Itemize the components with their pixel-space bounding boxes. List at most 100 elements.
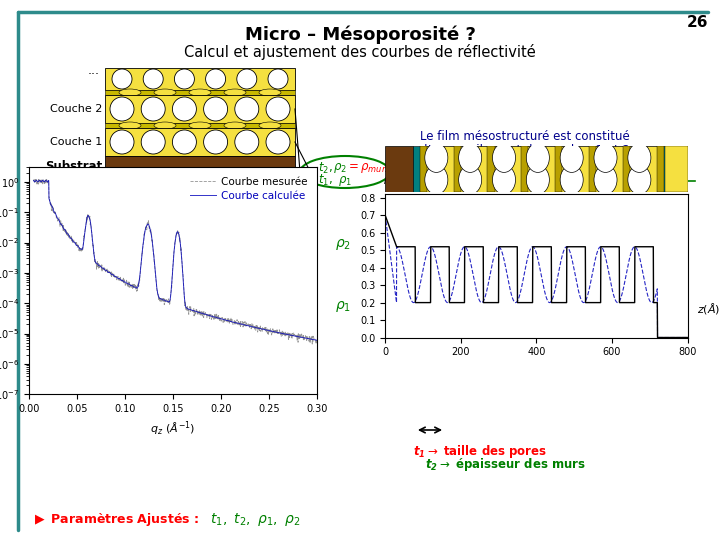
Text: Micro – Mésoporosité ?: Micro – Mésoporosité ? (245, 26, 475, 44)
Courbe calculée (187, 307, 196, 313)
Text: Le film mésostructuré est constitué: Le film mésostructuré est constitué (420, 130, 630, 143)
Circle shape (174, 69, 194, 89)
Bar (420, 146, 657, 192)
Text: $\bfit{t_1}$$\rightarrow$ taille des pores: $\bfit{t_1}$$\rightarrow$ taille des por… (413, 443, 547, 460)
Courbe mesurée (308, 341, 317, 347)
Text: Couche 1: Couche 1 (50, 137, 102, 147)
Circle shape (425, 143, 448, 172)
Ellipse shape (154, 89, 176, 96)
Circle shape (141, 130, 165, 154)
Text: $t_2,$: $t_2,$ (318, 160, 333, 176)
Text: Couche 2: Couche 2 (50, 104, 102, 114)
Circle shape (206, 69, 225, 89)
Bar (657, 146, 665, 192)
Courbe calculée (127, 282, 135, 289)
Text: ...: ... (88, 64, 100, 78)
Line: Courbe mesurée: Courbe mesurée (34, 179, 322, 344)
X-axis label: $q_z\ (\AA^{-1})$: $q_z\ (\AA^{-1})$ (150, 420, 195, 438)
Bar (105, 95, 295, 123)
Bar (665, 146, 688, 192)
Courbe mesurée (68, 238, 76, 244)
Courbe mesurée (127, 281, 135, 288)
Courbe calculée (181, 301, 189, 308)
Circle shape (526, 165, 549, 194)
Bar (105, 90, 295, 95)
Text: Substrat: Substrat (45, 160, 102, 173)
Courbe calculée (68, 236, 76, 242)
Circle shape (172, 130, 197, 154)
Circle shape (459, 143, 482, 172)
Circle shape (235, 97, 258, 121)
Circle shape (266, 130, 290, 154)
Bar (105, 123, 295, 128)
Courbe calculée (32, 177, 40, 184)
Circle shape (266, 97, 290, 121)
Circle shape (110, 97, 134, 121)
Text: $\rho_1$: $\rho_1$ (335, 299, 351, 314)
Circle shape (143, 69, 163, 89)
Circle shape (560, 165, 583, 194)
Circle shape (110, 130, 134, 154)
Circle shape (628, 143, 651, 172)
Text: d’un empilement de couches 1 et 2.: d’un empilement de couches 1 et 2. (420, 144, 634, 157)
Text: 26: 26 (686, 15, 708, 30)
Bar (623, 146, 630, 192)
Courbe calculée (154, 294, 163, 300)
Bar (487, 146, 495, 192)
Courbe calculée (318, 338, 326, 345)
Line: Courbe calculée: Courbe calculée (34, 180, 322, 341)
Courbe calculée (30, 177, 38, 184)
Text: $= \rho_{murs}$: $= \rho_{murs}$ (346, 161, 391, 175)
Courbe calculée (78, 246, 86, 252)
Text: $t_1,\ \rho_1$: $t_1,\ \rho_1$ (318, 172, 352, 188)
Legend: Courbe mesurée, Courbe calculée: Courbe mesurée, Courbe calculée (186, 173, 312, 205)
Circle shape (172, 97, 197, 121)
Text: $\bfit{t_2}$$\rightarrow$ épaisseur des murs: $\bfit{t_2}$$\rightarrow$ épaisseur des … (425, 456, 586, 473)
Text: $z(\AA)$: $z(\AA)$ (697, 301, 720, 316)
Text: Calcul et ajustement des courbes de réflectivité: Calcul et ajustement des courbes de réfl… (184, 44, 536, 60)
Courbe mesurée (37, 176, 45, 183)
Circle shape (268, 69, 288, 89)
Circle shape (459, 165, 482, 194)
Courbe mesurée (154, 293, 163, 300)
Text: $\blacktriangleright$ Paramètres Ajustés :: $\blacktriangleright$ Paramètres Ajustés… (32, 511, 199, 529)
Ellipse shape (119, 122, 141, 129)
Circle shape (237, 69, 257, 89)
Bar (105, 156, 295, 178)
Bar (413, 146, 420, 192)
Circle shape (492, 165, 516, 194)
Courbe mesurée (78, 244, 86, 251)
Circle shape (492, 143, 516, 172)
Ellipse shape (154, 122, 176, 129)
Text: $\rho_2$: $\rho_2$ (335, 237, 351, 252)
Text: $\mathit{t_1,\ t_2,\ \rho_1,\ \rho_2}$: $\mathit{t_1,\ t_2,\ \rho_1,\ \rho_2}$ (210, 511, 300, 529)
Bar (589, 146, 596, 192)
Circle shape (235, 130, 258, 154)
Circle shape (594, 165, 617, 194)
Bar (521, 146, 528, 192)
Ellipse shape (224, 122, 246, 129)
Circle shape (425, 165, 448, 194)
Circle shape (560, 143, 583, 172)
Ellipse shape (259, 122, 281, 129)
Text: Profil de densité électronique: Profil de densité électronique (420, 168, 653, 183)
Bar (555, 146, 562, 192)
Circle shape (204, 97, 228, 121)
Ellipse shape (119, 89, 141, 96)
Bar (657, 146, 664, 192)
Courbe mesurée (30, 177, 38, 183)
Courbe mesurée (318, 336, 326, 342)
Circle shape (628, 165, 651, 194)
Ellipse shape (224, 89, 246, 96)
Ellipse shape (189, 122, 211, 129)
Bar (420, 146, 427, 192)
Text: $\rho_2$: $\rho_2$ (333, 161, 347, 175)
Bar (385, 146, 413, 192)
Bar (105, 68, 295, 90)
Circle shape (141, 97, 165, 121)
Courbe mesurée (187, 307, 196, 313)
Circle shape (112, 69, 132, 89)
Ellipse shape (259, 89, 281, 96)
Circle shape (526, 143, 549, 172)
Courbe mesurée (181, 299, 189, 306)
